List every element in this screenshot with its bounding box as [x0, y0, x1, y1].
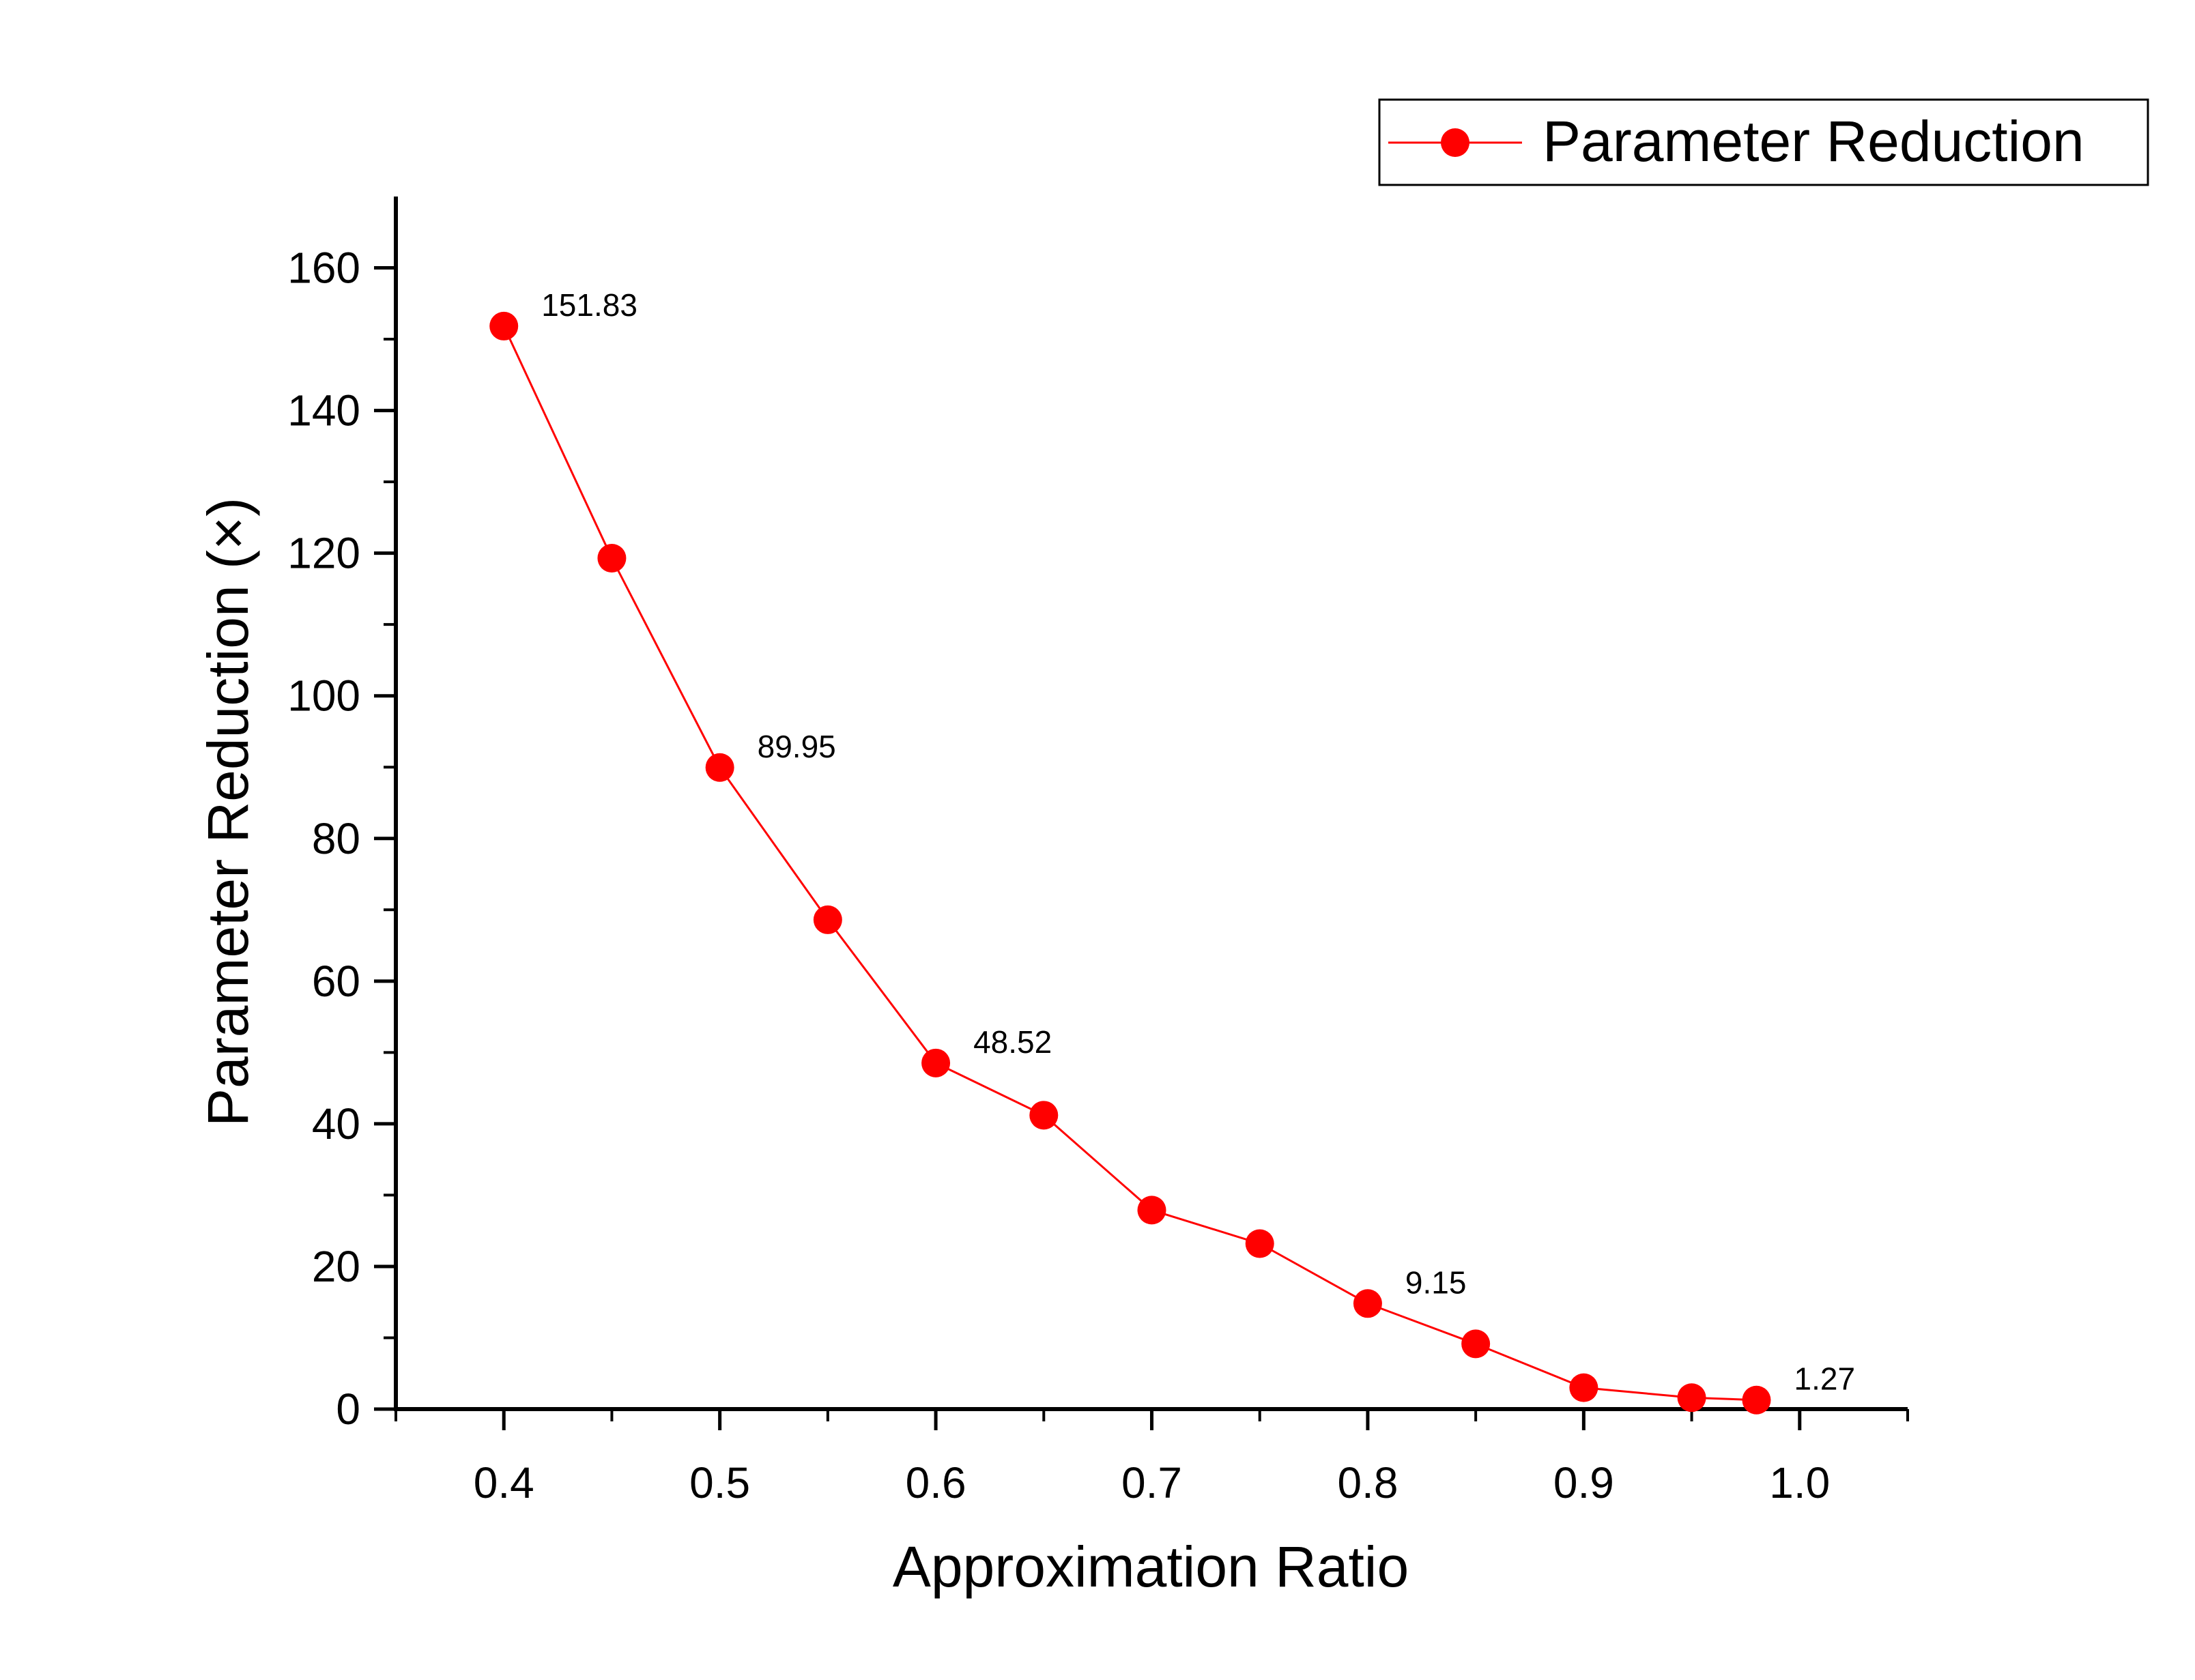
y-tick-label: 120	[287, 529, 360, 578]
legend: Parameter Reduction	[1378, 98, 2149, 186]
data-point	[1461, 1329, 1491, 1359]
y-tick-label: 60	[312, 957, 360, 1006]
data-point	[921, 1048, 951, 1077]
data-point	[1137, 1196, 1166, 1225]
data-point	[1677, 1383, 1706, 1413]
data-label: 151.83	[541, 287, 637, 323]
x-tick-label: 1.0	[1769, 1458, 1830, 1507]
data-label: 48.52	[973, 1024, 1052, 1060]
data-label: 1.27	[1794, 1361, 1856, 1397]
y-tick-label: 140	[287, 386, 360, 435]
data-point	[1029, 1101, 1059, 1130]
x-tick-label: 0.9	[1553, 1458, 1614, 1507]
x-tick-label: 0.7	[1121, 1458, 1182, 1507]
x-tick-label: 0.8	[1337, 1458, 1398, 1507]
y-tick-label: 40	[312, 1099, 360, 1148]
data-point	[705, 753, 734, 782]
series-line	[502, 325, 1757, 1402]
data-point	[489, 311, 519, 341]
y-axis-title: Parameter Reduction (×)	[196, 497, 260, 1127]
data-points	[489, 311, 1771, 1415]
data-point	[1353, 1289, 1382, 1318]
data-point	[1569, 1373, 1598, 1402]
x-tick-label: 0.6	[906, 1458, 966, 1507]
data-labels: 151.83 89.95 48.52 9.15 1.27	[541, 287, 1855, 1397]
x-ticks: 0.4 0.5 0.6 0.7 0.8 0.9 1.0	[394, 1409, 1909, 1507]
y-tick-label: 0	[336, 1385, 360, 1434]
data-point	[813, 905, 842, 934]
data-label: 9.15	[1405, 1264, 1467, 1300]
y-tick-label: 100	[287, 671, 360, 721]
y-tick-label: 20	[312, 1242, 360, 1291]
y-ticks: 0 20 40 60 80 100 120 140 160	[287, 244, 396, 1434]
data-label: 89.95	[758, 729, 836, 764]
plot-area: 0 20 40 60 80 100 120 140 160 0.4 0.5 0.6 0.7 0.8 0.9…	[287, 197, 1909, 1507]
x-axis-title: Approximation Ratio	[893, 1535, 1409, 1599]
y-tick-label: 160	[287, 244, 360, 293]
data-point	[1245, 1229, 1274, 1258]
x-tick-label: 0.5	[689, 1458, 750, 1507]
y-tick-label: 80	[312, 814, 360, 863]
data-point	[597, 543, 627, 573]
data-point	[1742, 1385, 1771, 1415]
legend-marker	[1441, 128, 1469, 157]
legend-label: Parameter Reduction	[1543, 109, 2084, 173]
x-tick-label: 0.4	[474, 1458, 534, 1507]
